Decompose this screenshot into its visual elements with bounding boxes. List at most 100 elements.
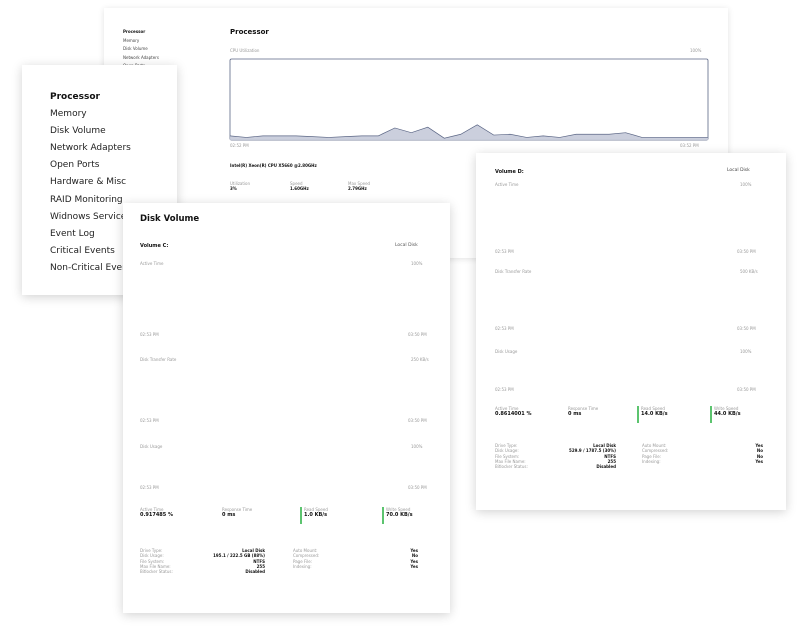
menu-item[interactable]: RAID Monitoring (50, 194, 123, 205)
chart-max: 100% (740, 182, 752, 187)
chart-time-start: 02:53 PM (495, 387, 514, 392)
chart-label: CPU Utilization (230, 48, 260, 53)
chart-label: Disk Transfer Rate (495, 269, 532, 274)
detail-key: File System: (140, 558, 165, 564)
detail-key: Bitlocker Status: (140, 569, 173, 575)
detail-value: NTFS (253, 558, 265, 564)
chart-time-start: 02:53 PM (495, 249, 514, 254)
detail-key: Auto Mount: (642, 443, 667, 448)
chart-max: 250 KB/s (411, 357, 429, 362)
chart-time-end: 03:52 PM (680, 143, 699, 148)
stat-label: Write Speed (714, 406, 739, 411)
chart-time-end: 03:50 PM (408, 418, 427, 423)
volume-d-window: Volume D: Local Disk Active Time 100% 02:5… (476, 153, 786, 510)
sidebar-item-processor[interactable]: Processor (123, 29, 146, 34)
sidebar-item-disk-volume[interactable]: Disk Volume (123, 46, 148, 51)
stat-value: 3% (230, 186, 237, 191)
stat-label: Speed (290, 181, 303, 186)
detail-key: Disk Usage: (495, 448, 519, 454)
stat-label: Write Speed (386, 507, 411, 512)
speed-indicator-bar (710, 406, 712, 423)
menu-list: Processor Memory Disk Volume Network Adapte… (50, 89, 136, 277)
detail-value: No (756, 448, 763, 454)
detail-value: Yes (410, 558, 418, 564)
chart-label: Disk Usage (495, 349, 518, 354)
volume-name: Volume D: (495, 169, 524, 175)
stat-label: Response Time (568, 406, 599, 411)
disk-volume-window: Disk Volume Volume C: Local Disk Active … (123, 203, 450, 613)
volume-type: Local Disk (395, 243, 418, 248)
stat-label: Max Speed (348, 181, 371, 186)
menu-item[interactable]: Disk Volume (50, 126, 106, 137)
stat-label: Read Speed (641, 406, 665, 411)
detail-key: Drive Type: (140, 548, 163, 553)
page-title: Processor (230, 28, 269, 36)
detail-key: Compressed: (293, 553, 320, 559)
chart-max: 100% (740, 349, 752, 354)
stat-value: 0 ms (222, 512, 236, 518)
detail-value: Local Disk (593, 443, 616, 448)
detail-value: 195.1 / 222.5 GB (88%) (213, 553, 265, 559)
chart-label: Active Time (495, 182, 519, 187)
speed-indicator-bar (382, 507, 384, 524)
sidebar-item-network-adapters[interactable]: Network Adapters (123, 54, 159, 60)
detail-key: Indexing: (642, 458, 661, 464)
menu-item[interactable]: Memory (50, 109, 87, 120)
chart-max: 500 KB/s (740, 269, 758, 274)
menu-item[interactable]: Open Ports (50, 160, 100, 171)
page-title: Disk Volume (140, 214, 200, 224)
menu-item[interactable]: Hardware & Misc (50, 177, 127, 188)
menu-item[interactable]: Event Log (50, 228, 95, 239)
stat-label: Active Time (140, 507, 164, 512)
detail-key: Max File Name: (140, 563, 171, 569)
detail-value: Disabled (596, 464, 616, 470)
detail-value: NTFS (604, 453, 616, 459)
detail-value: Local Disk (242, 548, 265, 553)
stat-value: 0.917485 % (140, 512, 174, 518)
detail-value: Yes (755, 458, 763, 464)
chart-frame (229, 58, 709, 141)
detail-key: File System: (495, 453, 520, 459)
chart-max: 100% (411, 444, 423, 449)
speed-indicator-bar (300, 507, 302, 524)
cpu-utilization-chart (229, 58, 709, 141)
speed-indicator-bar (637, 406, 639, 423)
stat-value: 44.0 KB/s (714, 411, 741, 417)
stat-value: 1.60GHz (290, 186, 309, 191)
menu-item[interactable]: Critical Events (50, 245, 115, 256)
detail-value: Disabled (245, 569, 265, 575)
detail-value: 529.9 / 1787.5 (30%) (569, 448, 616, 454)
stat-label: Response Time (222, 507, 253, 512)
detail-value: No (756, 453, 763, 459)
menu-item[interactable]: Widnows Service (50, 211, 127, 222)
chart-time-start: 02:52 PM (230, 143, 249, 148)
chart-time-end: 03:50 PM (737, 387, 756, 392)
volume-name: Volume C: (140, 243, 169, 249)
sidebar-item-memory[interactable]: Memory (123, 37, 140, 43)
menu-item[interactable]: Processor (50, 92, 100, 102)
stat-label: Utilization (230, 181, 251, 186)
detail-value: Yes (410, 548, 418, 553)
chart-label: Active Time (140, 261, 164, 266)
detail-key: Drive Type: (495, 443, 518, 448)
chart-time-end: 03:50 PM (408, 485, 427, 490)
stat-value: 2.79GHz (348, 186, 367, 191)
stat-value: 0 ms (568, 411, 582, 417)
stat-label: Active Time (495, 406, 519, 411)
chart-time-start: 02:53 PM (495, 326, 514, 331)
chart-time-start: 02:53 PM (140, 485, 159, 490)
detail-key: Disk Usage: (140, 553, 164, 559)
stat-value: 14.0 KB/s (641, 411, 668, 417)
detail-value: Yes (755, 443, 763, 448)
chart-time-start: 02:53 PM (140, 332, 159, 337)
cpu-name: Intel(R) Xeon(R) CPU X5660 @2.80GHz (230, 163, 317, 168)
chart-max: 100% (411, 261, 423, 266)
detail-value: Yes (410, 563, 418, 569)
series-line (229, 124, 708, 139)
menu-item[interactable]: Network Adapters (50, 143, 131, 154)
stat-value: 1.0 KB/s (304, 512, 328, 518)
detail-value: 255 (607, 458, 616, 464)
menu-item[interactable]: Non-Critical Events (50, 262, 137, 273)
chart-label: Disk Usage (140, 444, 163, 449)
series-area (230, 124, 708, 140)
